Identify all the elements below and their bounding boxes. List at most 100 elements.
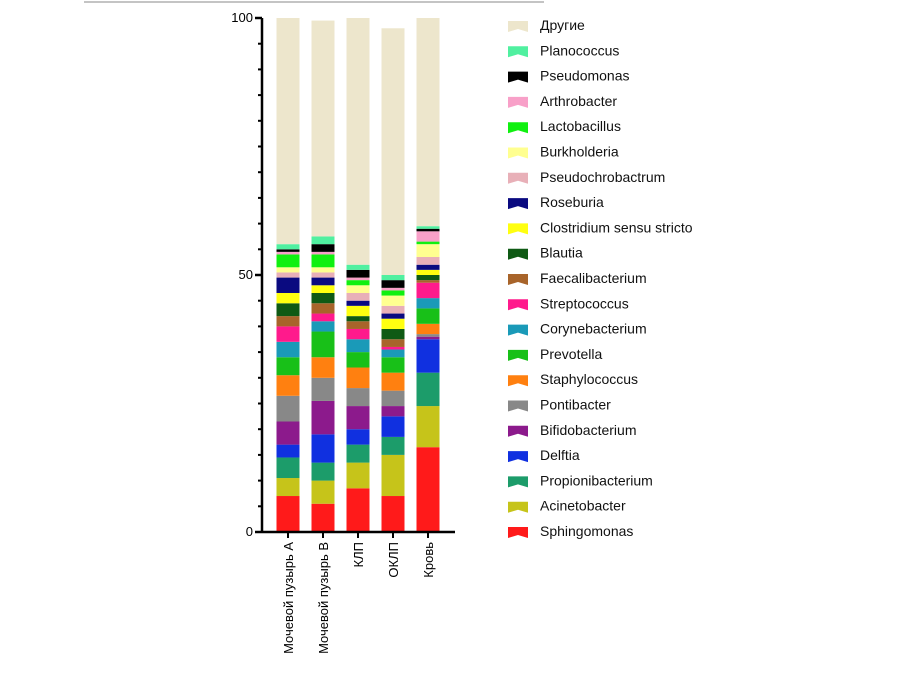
legend-swatch-pseudomonas — [508, 71, 528, 83]
bar-segment-sphingomonas-3 — [346, 488, 370, 532]
bar-segment-blautia-4 — [381, 328, 405, 340]
bar-segment-faecalibacterium-3 — [346, 321, 370, 329]
legend-swatch-streptococcus — [508, 299, 528, 311]
bar-segment-blautia-5 — [416, 275, 440, 281]
bar-segment-corynebacterium-3 — [346, 339, 370, 353]
legend-swatch-corynebacterium — [508, 324, 528, 336]
bar-segment-pontibacter-4 — [381, 390, 405, 407]
bar-segment-clostridium-sensu-stricto-4 — [381, 318, 405, 329]
legend-label-arthrobacter: Arthrobacter — [540, 93, 617, 109]
bar-segment-pseudochrobactrum-2 — [311, 272, 335, 278]
legend-label-propionibacterium: Propionibacterium — [540, 472, 653, 488]
bar-segment-delftia-5 — [416, 339, 440, 373]
bar-segment-clostridium-sensu-stricto-2 — [311, 285, 335, 293]
legend-swatch-arthrobacter — [508, 96, 528, 108]
bar-segment-arthrobacter-4 — [381, 287, 405, 291]
legend-label-roseburia: Roseburia — [540, 194, 604, 210]
bar-segment-sphingomonas-4 — [381, 496, 405, 532]
legend: Другие Planococcus Pseudomonas Arthrobacter… — [508, 17, 693, 539]
bar-segment-другие-2 — [311, 20, 335, 237]
bar-segment-prevotella-1 — [276, 357, 300, 376]
bar-segment-blautia-2 — [311, 292, 335, 304]
bar-segment-roseburia-1 — [276, 277, 300, 293]
legend-label-delftia: Delftia — [540, 447, 580, 463]
bar-segment-acinetobacter-3 — [346, 462, 370, 489]
bar-segment-pseudochrobactrum-4 — [381, 305, 405, 314]
bar-segment-другие-5 — [416, 18, 440, 227]
bar-segment-planococcus-4 — [381, 275, 405, 281]
legend-swatch-bifidobacterium — [508, 425, 528, 437]
bar-segment-faecalibacterium-5 — [416, 280, 440, 283]
legend-label-sphingomonas: Sphingomonas — [540, 523, 633, 539]
bar-segment-lactobacillus-1 — [276, 254, 300, 268]
bar-segment-pseudochrobactrum-3 — [346, 292, 370, 301]
bar-segment-acinetobacter-5 — [416, 406, 440, 448]
legend-swatch-acinetobacter — [508, 501, 528, 513]
x-categories-group: Мочевой пузырь А Мочевой пузырь В КЛП ОКЛП К… — [281, 532, 436, 654]
bar-segment-burkholderia-1 — [276, 267, 300, 273]
bar-segment-faecalibacterium-4 — [381, 339, 405, 347]
bar-segment-streptococcus-4 — [381, 346, 405, 350]
bar-segment-prevotella-2 — [311, 331, 335, 358]
bar-segment-pontibacter-3 — [346, 388, 370, 407]
bar-segment-pseudomonas-2 — [311, 244, 335, 252]
bar-segment-pseudomonas-4 — [381, 280, 405, 288]
bar-segment-lactobacillus-2 — [311, 254, 335, 268]
y-tick-label: 100 — [231, 10, 253, 25]
legend-swatch-delftia — [508, 451, 528, 463]
bar-segment-roseburia-3 — [346, 300, 370, 306]
bar-segment-arthrobacter-5 — [416, 231, 440, 242]
bar-segment-blautia-3 — [346, 316, 370, 322]
bar-segment-faecalibacterium-1 — [276, 316, 300, 327]
bar-segment-acinetobacter-2 — [311, 480, 335, 504]
bar-segment-acinetobacter-4 — [381, 454, 405, 497]
legend-swatch-clostridium-sensu-stricto — [508, 223, 528, 235]
bar-segment-propionibacterium-1 — [276, 457, 300, 479]
legend-label-clostridium-sensu-stricto: Clostridium sensu stricto — [540, 219, 693, 235]
legend-swatch-другие — [508, 21, 528, 32]
bar-segment-roseburia-4 — [381, 313, 405, 319]
bar-segment-bifidobacterium-5 — [416, 336, 440, 340]
legend-swatch-lactobacillus — [508, 122, 528, 134]
bar-segment-prevotella-4 — [381, 357, 405, 373]
bar-segment-lactobacillus-5 — [416, 241, 440, 245]
bar-segment-clostridium-sensu-stricto-3 — [346, 305, 370, 317]
bar-segment-staphylococcus-1 — [276, 375, 300, 396]
bar-segment-burkholderia-5 — [416, 244, 440, 258]
legend-swatch-burkholderia — [508, 147, 528, 159]
bar-segment-planococcus-1 — [276, 244, 300, 250]
x-category-label: Мочевой пузырь В — [316, 542, 331, 654]
bar-segment-roseburia-2 — [311, 277, 335, 286]
bar-segment-clostridium-sensu-stricto-1 — [276, 292, 300, 304]
bar-segment-planococcus-2 — [311, 236, 335, 245]
bar-segment-delftia-3 — [346, 429, 370, 445]
bar-segment-corynebacterium-5 — [416, 298, 440, 309]
bar-segment-propionibacterium-2 — [311, 462, 335, 481]
legend-label-pontibacter: Pontibacter — [540, 397, 611, 413]
bar-segment-bifidobacterium-4 — [381, 406, 405, 417]
bar-segment-roseburia-5 — [416, 264, 440, 270]
bar-segment-bifidobacterium-2 — [311, 400, 335, 435]
y-tick-label: 0 — [246, 524, 253, 539]
bar-segment-sphingomonas-5 — [416, 447, 440, 532]
bar-segment-burkholderia-2 — [311, 267, 335, 273]
y-tick-label: 50 — [239, 267, 253, 282]
legend-swatch-sphingomonas — [508, 527, 528, 538]
bar-segment-corynebacterium-2 — [311, 321, 335, 332]
bar-segment-faecalibacterium-2 — [311, 303, 335, 314]
legend-swatch-planococcus — [508, 46, 528, 58]
legend-label-acinetobacter: Acinetobacter — [540, 498, 626, 514]
bar-segment-другие-4 — [381, 28, 405, 276]
bar-segment-burkholderia-3 — [346, 285, 370, 293]
legend-label-prevotella: Prevotella — [540, 346, 602, 362]
bar-segment-streptococcus-5 — [416, 282, 440, 299]
bar-segment-acinetobacter-1 — [276, 478, 300, 497]
bar-segment-bifidobacterium-1 — [276, 421, 300, 445]
legend-label-pseudomonas: Pseudomonas — [540, 68, 630, 84]
legend-label-pseudochrobactrum: Pseudochrobactrum — [540, 169, 665, 185]
bar-segment-prevotella-3 — [346, 352, 370, 368]
bar-segment-streptococcus-1 — [276, 326, 300, 342]
x-category-label: КЛП — [351, 542, 366, 567]
bar-segment-propionibacterium-5 — [416, 372, 440, 407]
